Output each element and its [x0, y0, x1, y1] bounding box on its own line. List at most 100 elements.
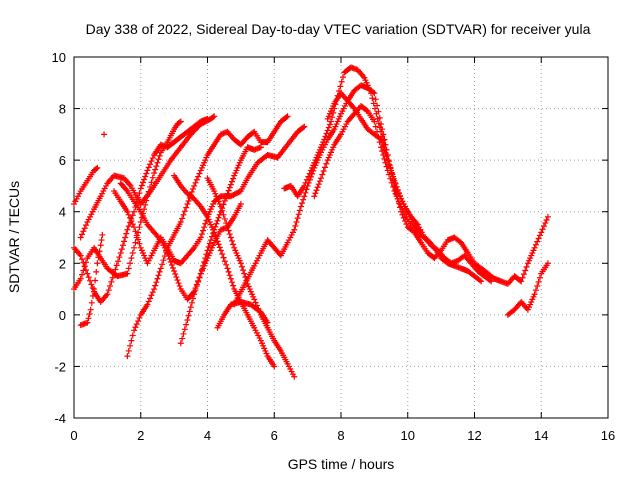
- data-point-marker: [312, 190, 319, 197]
- data-point-marker: [94, 164, 101, 171]
- data-point-marker: [79, 271, 86, 278]
- data-point-marker: [77, 234, 84, 241]
- data-point-marker: [132, 239, 139, 246]
- data-point-marker: [107, 282, 114, 289]
- data-point-marker: [544, 213, 551, 220]
- data-point-marker: [193, 281, 200, 288]
- data-point-marker: [88, 281, 95, 288]
- data-point-marker: [372, 123, 379, 130]
- data-point-marker: [296, 207, 303, 214]
- data-point-marker: [101, 131, 108, 138]
- data-point-marker: [300, 196, 307, 203]
- data-point-marker: [200, 227, 207, 234]
- plot-frame: [73, 56, 609, 419]
- data-point-marker: [135, 318, 142, 325]
- data-point-marker: [384, 157, 391, 164]
- data-point-marker: [93, 165, 100, 172]
- data-point-marker: [171, 268, 178, 275]
- data-point-marker: [125, 223, 132, 230]
- data-point-marker: [486, 277, 493, 284]
- data-point-marker: [416, 228, 423, 235]
- data-point-marker: [378, 136, 385, 143]
- tick-labels: 0 2 4 6 8 10 12 14 16 -4 -2 0 2 4 6 8 10: [52, 50, 616, 443]
- data-point-marker: [156, 235, 163, 242]
- data-point-marker: [124, 208, 131, 215]
- data-point-marker: [124, 226, 131, 233]
- data-point-marker: [129, 249, 136, 256]
- data-point-marker: [226, 184, 233, 191]
- data-point-marker: [383, 153, 390, 160]
- data-point-marker: [284, 113, 291, 120]
- data-point-marker: [139, 179, 146, 186]
- data-point-marker: [197, 234, 204, 241]
- x-tick-label: 2: [137, 428, 144, 443]
- data-point-marker: [128, 255, 135, 262]
- data-point-marker: [112, 266, 119, 273]
- data-point-marker: [145, 188, 152, 195]
- data-point-marker: [81, 225, 88, 232]
- data-point-marker: [148, 158, 155, 165]
- data-point-marker: [430, 243, 437, 250]
- data-point-marker: [185, 312, 192, 319]
- data-point-marker: [297, 203, 304, 210]
- x-tick-label: 0: [70, 428, 77, 443]
- data-point-marker: [191, 288, 198, 295]
- data-point-marker: [151, 170, 158, 177]
- data-point-marker: [319, 171, 326, 178]
- data-point-marker: [224, 265, 231, 272]
- series-track-4: [71, 115, 211, 305]
- data-point-marker: [152, 166, 159, 173]
- data-point-marker: [299, 200, 306, 207]
- data-point-marker: [164, 249, 171, 256]
- data-point-marker: [326, 121, 333, 128]
- data-point-marker: [213, 220, 220, 227]
- data-markers: [71, 64, 551, 380]
- data-point-marker: [96, 248, 103, 255]
- data-point-marker: [338, 78, 345, 85]
- data-point-marker: [148, 179, 155, 186]
- data-point-marker: [228, 237, 235, 244]
- data-point-marker: [303, 176, 310, 183]
- data-point-marker: [91, 286, 98, 293]
- data-point-marker: [149, 289, 156, 296]
- series-track-12: [204, 175, 298, 380]
- data-point-marker: [128, 337, 135, 344]
- data-point-marker: [132, 324, 139, 331]
- data-point-marker: [375, 120, 382, 127]
- data-point-marker: [225, 227, 232, 234]
- data-point-marker: [212, 232, 219, 239]
- data-point-marker: [155, 156, 162, 163]
- y-tick-label: 4: [59, 205, 66, 220]
- data-point-marker: [153, 163, 160, 170]
- data-point-marker: [251, 296, 258, 303]
- data-point-marker: [87, 306, 94, 313]
- data-point-marker: [386, 162, 393, 169]
- data-point-marker: [85, 274, 92, 281]
- data-point-marker: [301, 182, 308, 189]
- data-point-marker: [116, 254, 123, 261]
- data-point-marker: [79, 256, 86, 263]
- data-point-marker: [196, 170, 203, 177]
- data-point-marker: [159, 261, 166, 268]
- data-point-marker: [227, 181, 234, 188]
- data-point-marker: [301, 123, 308, 130]
- data-point-marker: [205, 243, 212, 250]
- data-point-marker: [180, 211, 187, 218]
- data-point-marker: [125, 211, 132, 218]
- data-point-marker: [136, 224, 143, 231]
- data-point-marker: [170, 265, 177, 272]
- data-point-marker: [217, 203, 224, 210]
- data-point-marker: [104, 291, 111, 298]
- data-point-marker: [136, 190, 143, 197]
- y-tick-label: -2: [54, 359, 66, 374]
- data-point-marker: [174, 277, 181, 284]
- data-point-marker: [227, 234, 234, 241]
- data-point-marker: [396, 192, 403, 199]
- data-point-marker: [271, 363, 278, 370]
- data-point-marker: [92, 277, 99, 284]
- data-point-marker: [89, 292, 96, 299]
- data-point-marker: [220, 254, 227, 261]
- data-point-marker: [329, 114, 336, 121]
- data-point-marker: [81, 263, 88, 270]
- data-point-marker: [313, 187, 320, 194]
